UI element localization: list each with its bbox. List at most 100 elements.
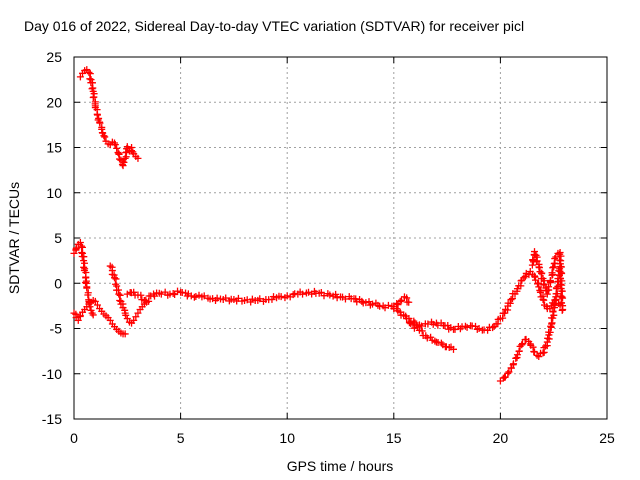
y-tick-label: 20 xyxy=(46,94,62,110)
data-point xyxy=(449,345,457,353)
data-point xyxy=(558,306,566,314)
data-point xyxy=(85,68,93,76)
data-point xyxy=(86,75,94,83)
data-point xyxy=(192,293,200,301)
data-point xyxy=(100,132,108,140)
y-axis-label: SDTVAR / TECUs xyxy=(6,182,22,294)
data-point xyxy=(76,73,84,81)
data-point xyxy=(520,274,528,282)
x-tick-label: 5 xyxy=(177,430,185,446)
data-point xyxy=(77,242,85,250)
data-point xyxy=(299,290,307,298)
data-point xyxy=(507,296,515,304)
data-point xyxy=(82,279,90,287)
x-tick-label: 25 xyxy=(599,430,615,446)
data-point xyxy=(437,339,445,347)
chart-title: Day 016 of 2022, Sidereal Day-to-day VTE… xyxy=(24,18,524,34)
data-point xyxy=(137,291,145,299)
data-point xyxy=(463,323,471,331)
data-point xyxy=(90,93,98,101)
data-point xyxy=(533,280,541,288)
axis-ticks xyxy=(73,56,608,420)
x-tick-label: 20 xyxy=(493,430,509,446)
y-tick-label: 10 xyxy=(46,185,62,201)
data-point xyxy=(78,243,86,251)
data-point xyxy=(106,316,114,324)
data-point xyxy=(558,287,566,295)
data-point xyxy=(540,280,548,288)
y-tick-label: 0 xyxy=(54,275,62,291)
data-point xyxy=(122,311,130,319)
data-point xyxy=(475,325,483,332)
data-point xyxy=(427,333,435,341)
data-point xyxy=(519,340,527,348)
data-point xyxy=(83,284,91,292)
data-point xyxy=(89,311,97,319)
y-tick-label: -10 xyxy=(42,366,62,382)
data-point xyxy=(362,299,370,307)
data-point xyxy=(123,315,131,323)
data-point xyxy=(234,294,242,302)
series-arc-start-low xyxy=(70,296,129,338)
data-point xyxy=(332,290,340,298)
data-point xyxy=(132,313,140,321)
data-point xyxy=(93,111,101,119)
data-point xyxy=(93,301,101,309)
data-point xyxy=(549,264,557,272)
data-point xyxy=(200,292,208,300)
data-point xyxy=(98,129,106,137)
data-point xyxy=(539,296,547,304)
data-point xyxy=(142,296,150,304)
data-point xyxy=(130,316,138,324)
data-point xyxy=(115,290,123,298)
series-arc-long-middle xyxy=(123,287,413,312)
data-point xyxy=(405,298,413,306)
data-point xyxy=(504,369,512,377)
data-point xyxy=(96,119,104,127)
data-point xyxy=(358,297,366,305)
data-point xyxy=(368,300,376,308)
data-point xyxy=(518,341,526,349)
data-point xyxy=(114,149,122,157)
data-point xyxy=(549,308,557,316)
data-point xyxy=(101,133,109,141)
grid xyxy=(74,57,607,419)
data-point xyxy=(213,294,221,302)
data-point xyxy=(529,256,537,264)
y-tick-labels: -15 -10 -5 0 5 10 15 20 25 xyxy=(42,49,62,427)
data-point xyxy=(396,297,404,305)
data-point xyxy=(550,311,558,319)
data-point xyxy=(384,301,392,309)
data-point xyxy=(559,294,567,302)
series-arc-loop xyxy=(106,262,153,327)
data-point xyxy=(120,158,128,166)
data-point xyxy=(418,327,426,335)
data-point xyxy=(556,256,564,264)
series-arc-late-wave xyxy=(407,267,564,334)
data-point xyxy=(535,353,543,361)
data-point xyxy=(510,360,518,368)
data-point xyxy=(277,293,285,301)
data-point xyxy=(116,155,124,163)
data-point xyxy=(417,322,425,330)
data-point xyxy=(512,354,520,362)
data-point xyxy=(548,269,556,277)
data-point xyxy=(515,347,523,355)
data-point xyxy=(505,368,513,376)
data-point xyxy=(111,139,119,147)
data-point xyxy=(121,330,129,338)
data-point xyxy=(540,296,548,304)
data-point xyxy=(91,297,99,305)
data-point xyxy=(558,269,566,277)
data-point xyxy=(423,334,431,342)
data-point xyxy=(84,291,92,299)
data-point xyxy=(256,295,264,303)
data-point xyxy=(535,283,543,291)
data-point xyxy=(222,294,230,302)
series-arc-high-early xyxy=(76,66,142,170)
data-point xyxy=(552,253,560,261)
data-point xyxy=(80,263,88,271)
data-point xyxy=(545,283,553,291)
y-tick-label: 25 xyxy=(46,49,62,65)
